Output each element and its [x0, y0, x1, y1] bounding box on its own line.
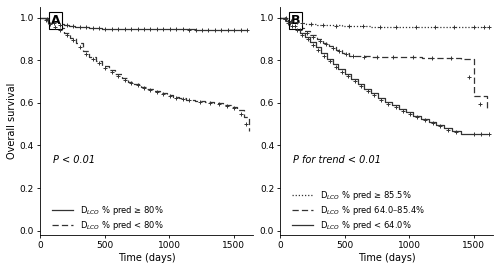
- Legend: D$_{LCO}$ % pred ≥ 85.5%, D$_{LCO}$ % pred 64.0–85.4%, D$_{LCO}$ % pred < 64.0%: D$_{LCO}$ % pred ≥ 85.5%, D$_{LCO}$ % pr…: [289, 185, 428, 235]
- Text: B: B: [291, 14, 300, 27]
- Y-axis label: Overall survival: Overall survival: [7, 83, 17, 159]
- Text: P < 0.01: P < 0.01: [53, 155, 95, 165]
- Legend: D$_{LCO}$ % pred ≥ 80%, D$_{LCO}$ % pred < 80%: D$_{LCO}$ % pred ≥ 80%, D$_{LCO}$ % pred…: [49, 200, 167, 235]
- X-axis label: Time (days): Time (days): [118, 253, 176, 263]
- Text: A: A: [51, 14, 60, 27]
- Text: P for trend < 0.01: P for trend < 0.01: [293, 155, 381, 165]
- X-axis label: Time (days): Time (days): [358, 253, 416, 263]
